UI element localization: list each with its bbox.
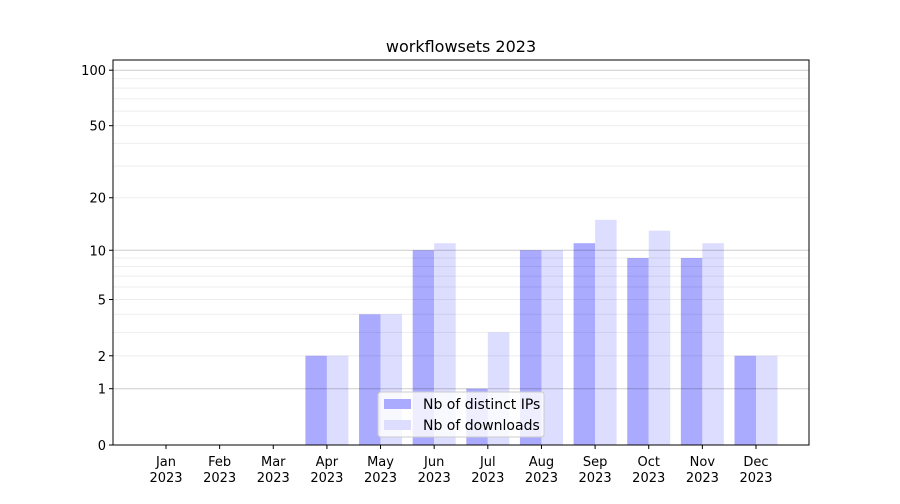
x-tick-label-year: 2023 xyxy=(149,471,182,486)
x-tick-label: Apr xyxy=(316,455,339,470)
legend-box xyxy=(377,391,545,438)
x-tick-label: May xyxy=(367,455,394,470)
x-tick-label-year: 2023 xyxy=(632,471,665,486)
x-tick-label: Aug xyxy=(529,455,554,470)
x-tick-label-year: 2023 xyxy=(257,471,290,486)
bar-downloads-sep xyxy=(595,219,617,445)
x-tick-label-year: 2023 xyxy=(686,471,719,486)
plot-frame xyxy=(112,59,810,446)
bar-distinct-ips-may xyxy=(359,314,381,445)
x-tick-label: Sep xyxy=(583,455,608,470)
legend-swatch-downloads xyxy=(384,420,411,430)
legend: Nb of distinct IPs Nb of downloads xyxy=(377,391,545,438)
y-tick-label: 1 xyxy=(98,383,106,398)
x-tick-label-year: 2023 xyxy=(739,471,772,486)
x-tick-label: Mar xyxy=(261,455,286,470)
bar-distinct-ips-oct xyxy=(627,258,649,445)
bar-downloads-dec xyxy=(756,355,778,445)
x-tick-label: Dec xyxy=(743,455,768,470)
bar-downloads-apr xyxy=(326,355,349,445)
y-tick-label: 5 xyxy=(98,293,106,308)
x-tick-label-year: 2023 xyxy=(525,471,558,486)
y-tick-label: 10 xyxy=(89,244,106,259)
x-tick-label: Jul xyxy=(479,455,496,470)
x-tick-label: Nov xyxy=(690,455,716,470)
bar-distinct-ips-nov xyxy=(680,258,703,445)
bar-downloads-nov xyxy=(702,243,724,445)
chart-title: workflowsets 2023 xyxy=(386,37,536,56)
x-tick-label: Feb xyxy=(208,455,231,470)
bar-downloads-aug xyxy=(541,250,563,445)
y-tick-label: 2 xyxy=(98,350,106,365)
bar-distinct-ips-apr xyxy=(305,355,327,445)
legend-swatch-distinct-ips xyxy=(384,399,411,409)
x-tick-label-year: 2023 xyxy=(310,471,343,486)
x-tick-label: Oct xyxy=(637,455,659,470)
y-tick-label: 100 xyxy=(81,64,106,79)
x-tick-label-year: 2023 xyxy=(579,471,612,486)
bar-distinct-ips-dec xyxy=(734,355,756,445)
bar-distinct-ips-sep xyxy=(573,243,596,445)
x-tick-label-year: 2023 xyxy=(364,471,397,486)
y-tick-label: 50 xyxy=(89,120,106,135)
grid-layer xyxy=(113,69,809,390)
x-tick-label: Jan xyxy=(155,455,176,470)
x-tick-label-year: 2023 xyxy=(471,471,504,486)
y-tick-label: 0 xyxy=(98,439,106,454)
legend-label-distinct-ips: Nb of distinct IPs xyxy=(423,397,540,413)
legend-label-downloads: Nb of downloads xyxy=(423,418,540,434)
x-tick-label-year: 2023 xyxy=(418,471,451,486)
y-axis: 0 1 2 5 10 20 50 100 xyxy=(81,64,113,454)
x-tick-label: Jun xyxy=(423,455,444,470)
bar-downloads-oct xyxy=(648,230,671,445)
y-tick-label: 20 xyxy=(89,192,106,207)
x-axis: Jan2023Feb2023Mar2023Apr2023May2023Jun20… xyxy=(149,445,773,486)
x-tick-label-year: 2023 xyxy=(203,471,236,486)
